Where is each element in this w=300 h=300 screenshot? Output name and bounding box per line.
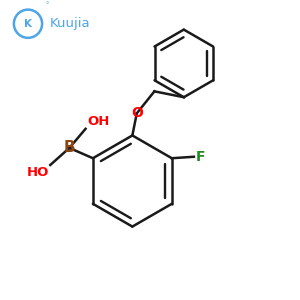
Text: OH: OH: [87, 115, 110, 128]
Text: Kuujia: Kuujia: [50, 17, 91, 30]
Text: HO: HO: [26, 166, 49, 179]
Text: F: F: [195, 150, 205, 164]
Text: B: B: [64, 140, 75, 155]
Text: O: O: [131, 106, 143, 120]
Text: °: °: [45, 2, 49, 8]
Text: K: K: [24, 19, 32, 29]
